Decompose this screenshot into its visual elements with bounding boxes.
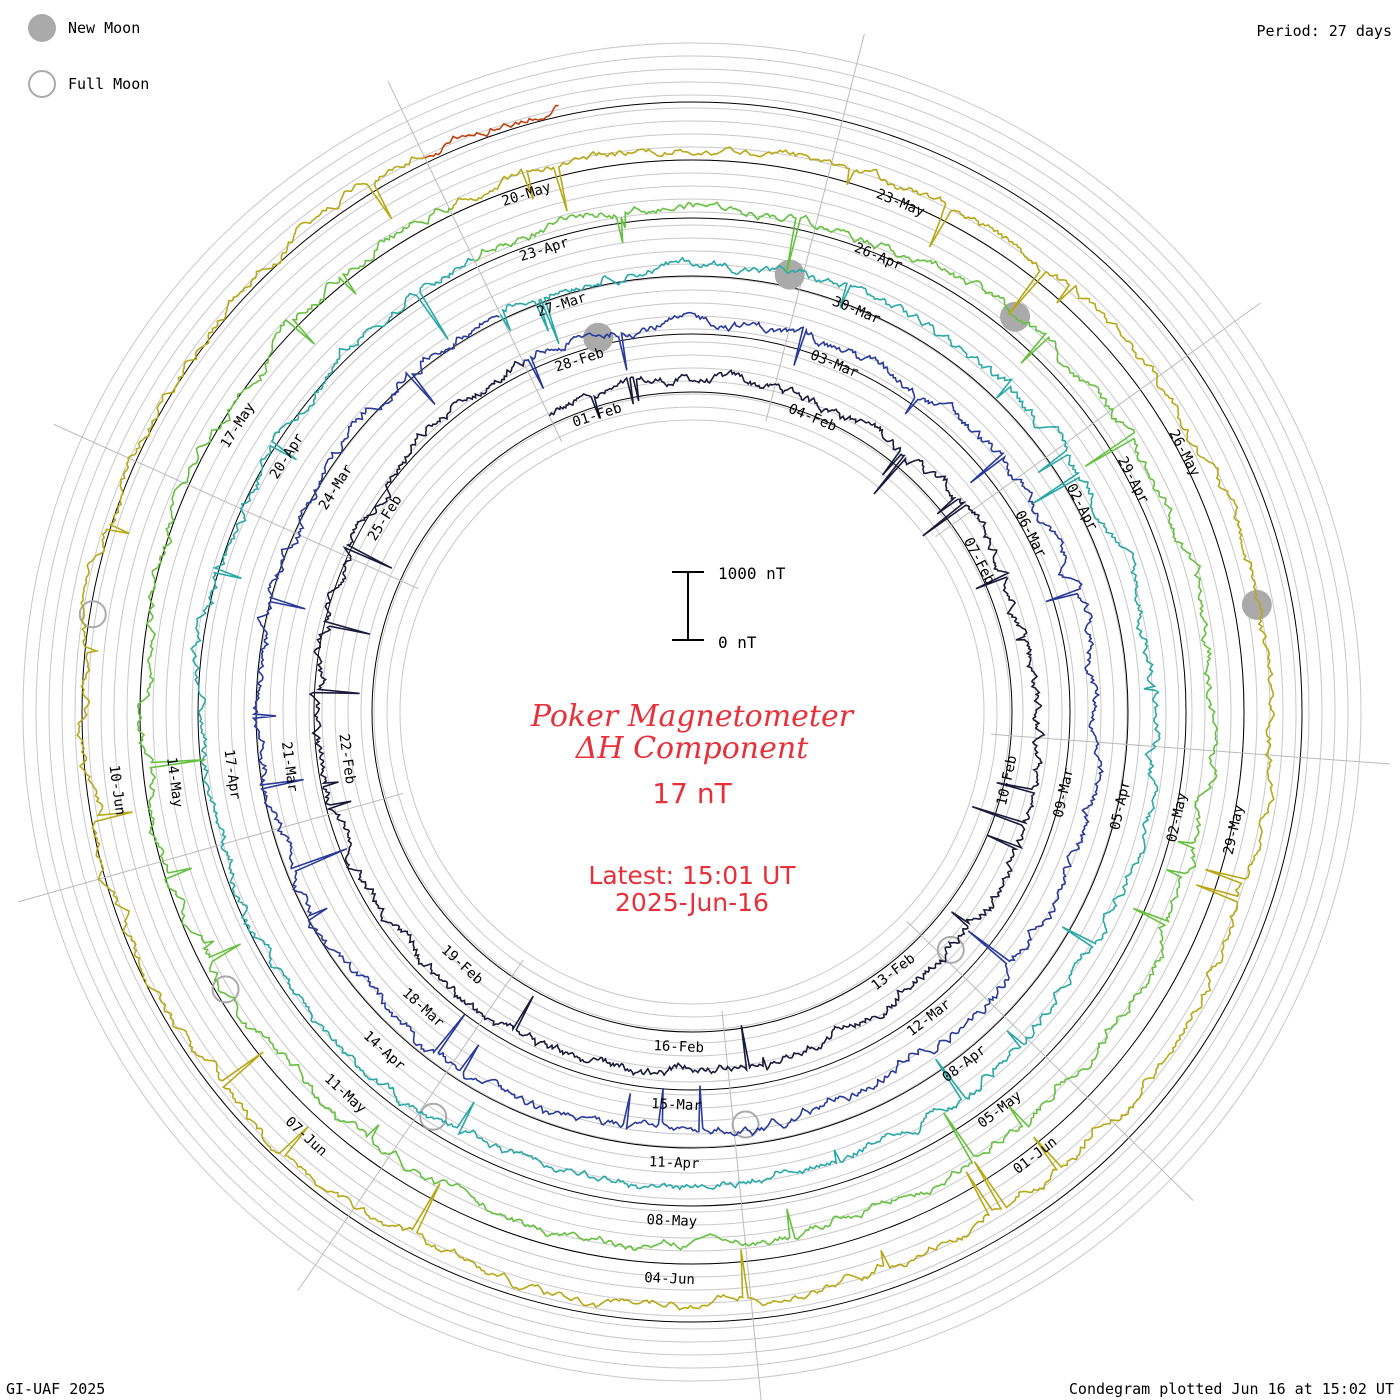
date-spoke bbox=[18, 792, 404, 903]
grid-circle bbox=[48, 68, 1336, 1356]
date-label: 01-Feb bbox=[571, 400, 624, 431]
date-spoke bbox=[935, 302, 1261, 538]
grid-circle bbox=[308, 328, 1076, 1096]
full-moon-marker bbox=[936, 935, 965, 964]
grid-circle bbox=[35, 55, 1349, 1369]
legend-full-moon: Full Moon bbox=[28, 70, 149, 98]
series-line-cycle-4 bbox=[137, 201, 1219, 1252]
latest-time: Latest: 15:01 UT bbox=[588, 861, 796, 890]
grid-circle bbox=[22, 42, 1362, 1382]
series-layer bbox=[76, 104, 1276, 1311]
new-moon-marker bbox=[583, 322, 614, 353]
full-moon-marker bbox=[211, 975, 240, 1004]
baseline-circle bbox=[313, 333, 1071, 1091]
full-moon-marker bbox=[731, 1110, 760, 1139]
grid-circle bbox=[373, 393, 1011, 1031]
date-label: 17-Apr bbox=[221, 748, 244, 800]
grid-circle bbox=[269, 289, 1115, 1135]
scale-top-label: 1000 nT bbox=[718, 564, 786, 583]
date-label: 22-Feb bbox=[335, 733, 358, 785]
footer-credit: GI-UAF 2025 bbox=[6, 1380, 106, 1398]
grid-circle bbox=[204, 224, 1180, 1200]
series-line-cycle-6 bbox=[424, 104, 559, 159]
grid-circle bbox=[399, 419, 985, 1005]
current-value: 17 nT bbox=[652, 777, 732, 810]
grid-layer bbox=[22, 42, 1362, 1382]
date-label: 16-Feb bbox=[653, 1038, 704, 1056]
grid-circle bbox=[61, 81, 1323, 1343]
date-label: 14-May bbox=[163, 756, 186, 808]
chart-title-line2: ΔH Component bbox=[575, 731, 809, 766]
period-label: Period: 27 days bbox=[1256, 22, 1392, 40]
new-moon-marker bbox=[1241, 589, 1272, 620]
date-label: 04-Jun bbox=[644, 1270, 695, 1288]
date-label: 10-Jun bbox=[106, 764, 129, 816]
new-moon-icon bbox=[28, 14, 56, 42]
date-label: 12-Mar bbox=[904, 996, 954, 1040]
scale-bar: 1000 nT 0 nT bbox=[672, 564, 786, 652]
date-label: 17-May bbox=[218, 400, 259, 451]
date-label: 06-Mar bbox=[1011, 508, 1049, 560]
date-label: 10-Feb bbox=[994, 754, 1020, 807]
grid-circle bbox=[282, 302, 1102, 1122]
new-moon-label: New Moon bbox=[68, 19, 141, 37]
date-label: 21-Mar bbox=[278, 741, 301, 793]
date-spoke bbox=[991, 733, 1391, 765]
date-spoke bbox=[906, 921, 1194, 1201]
full-moon-icon bbox=[28, 70, 56, 98]
full-moon-marker bbox=[78, 600, 107, 629]
series-line-cycle-3 bbox=[190, 256, 1161, 1191]
date-label: 23-Apr bbox=[518, 234, 571, 265]
date-label: 07-Feb bbox=[960, 535, 998, 587]
date-label: 09-Mar bbox=[1051, 766, 1077, 819]
full-moon-marker bbox=[419, 1102, 448, 1131]
full-moon-label: Full Moon bbox=[68, 75, 150, 93]
baseline-circle bbox=[81, 101, 1303, 1323]
grid-circle bbox=[126, 146, 1258, 1278]
date-spoke bbox=[297, 959, 524, 1291]
grid-circle bbox=[100, 120, 1284, 1304]
date-label: 15-Mar bbox=[651, 1096, 702, 1114]
date-label: 11-Apr bbox=[649, 1154, 700, 1172]
grid-circle bbox=[295, 315, 1089, 1109]
grid-circle bbox=[191, 211, 1193, 1213]
date-spoke bbox=[53, 423, 419, 590]
new-moon-marker bbox=[774, 259, 805, 290]
grid-circle bbox=[217, 237, 1167, 1187]
grid-circle bbox=[74, 94, 1310, 1330]
date-label: 29-May bbox=[1221, 803, 1247, 856]
series-line-cycle-2 bbox=[251, 311, 1105, 1137]
grid-circle bbox=[87, 107, 1297, 1317]
scale-bottom-label: 0 nT bbox=[718, 633, 757, 652]
date-label: 08-May bbox=[646, 1212, 697, 1230]
footer-plot-time: Condegram plotted Jun 16 at 15:02 UT bbox=[1068, 1380, 1394, 1398]
series-line-cycle-1 bbox=[308, 360, 1046, 1077]
chart-title-line1: Poker Magnetometer bbox=[530, 699, 855, 734]
grid-circle bbox=[152, 172, 1232, 1252]
grid-circle bbox=[178, 198, 1206, 1226]
grid-circle bbox=[165, 185, 1219, 1239]
date-spoke bbox=[721, 1010, 762, 1400]
baseline-circle bbox=[371, 391, 1013, 1033]
date-label: 25-Feb bbox=[365, 493, 406, 544]
date-label: 02-May bbox=[1164, 791, 1190, 844]
grid-circle bbox=[321, 341, 1063, 1083]
grid-circle bbox=[113, 133, 1271, 1291]
date-label: 27-Mar bbox=[535, 290, 588, 321]
date-label: 07-Jun bbox=[282, 1114, 330, 1160]
legend-new-moon: New Moon bbox=[28, 14, 140, 42]
baseline-circle bbox=[139, 159, 1245, 1265]
grid-circle bbox=[386, 406, 998, 1018]
latest-date: 2025-Jun-16 bbox=[615, 888, 769, 917]
series-line-cycle-5 bbox=[76, 146, 1276, 1311]
grid-circle bbox=[230, 250, 1154, 1174]
date-label: 04-Feb bbox=[786, 401, 839, 435]
grid-circle bbox=[334, 354, 1050, 1070]
